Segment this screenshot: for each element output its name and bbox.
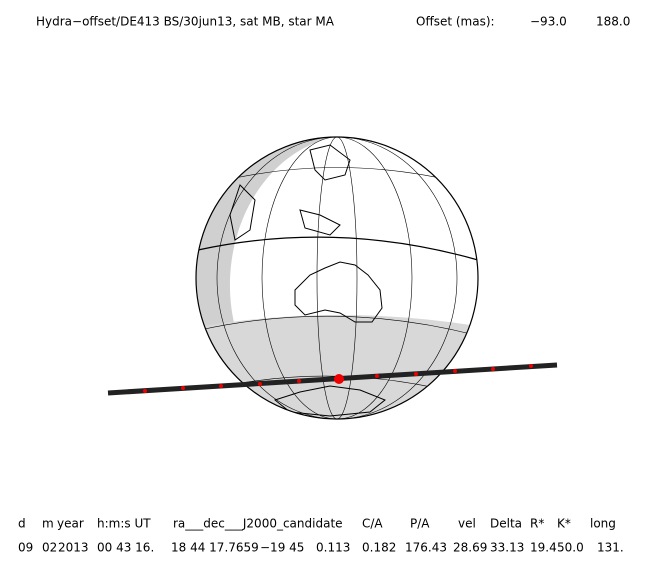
event-table: d m year h:m:s UT ra___dec___J2000_candidate… (18, 517, 624, 555)
table-value: 0.113 (316, 541, 350, 555)
table-value: 2013 (58, 541, 89, 555)
table-value: −19 45 (260, 541, 304, 555)
path-ticks (143, 364, 533, 393)
offset-label: Offset (mas): (416, 15, 495, 29)
central-point (334, 374, 344, 384)
column-header: K* (557, 517, 571, 531)
shadow-path (107, 362, 558, 396)
title: Hydra−offset/DE413 BS/30jun13, sat MB, s… (36, 15, 335, 29)
column-header: R* (530, 517, 544, 531)
table-value: 176.43 (405, 541, 447, 555)
table-value: 00 43 16. (97, 541, 154, 555)
column-header: year (57, 517, 84, 531)
offset-y: 188.0 (596, 15, 630, 29)
table-value: 50.0 (557, 541, 584, 555)
column-header: m (42, 517, 54, 531)
column-header: P/A (410, 517, 430, 531)
column-header: ra___dec___J2000_candidate (173, 517, 343, 531)
column-header: h:m:s UT (97, 517, 151, 531)
limb (195, 136, 479, 420)
globe (195, 136, 479, 420)
column-header: long (590, 517, 616, 531)
table-value: 33.13 (490, 541, 524, 555)
offset-x: −93.0 (530, 15, 567, 29)
table-value: 09 (18, 541, 33, 555)
table-value: 18 44 17.7659 (171, 541, 259, 555)
column-header: C/A (362, 517, 383, 531)
column-header: vel (458, 517, 476, 531)
column-header: Delta (490, 517, 522, 531)
table-value: 0.182 (362, 541, 396, 555)
table-value: 131. (597, 541, 624, 555)
table-value: 02 (42, 541, 57, 555)
table-value: 19.4 (530, 541, 557, 555)
coastlines (229, 144, 386, 417)
column-header: d (18, 517, 26, 531)
table-value: 28.69 (453, 541, 487, 555)
